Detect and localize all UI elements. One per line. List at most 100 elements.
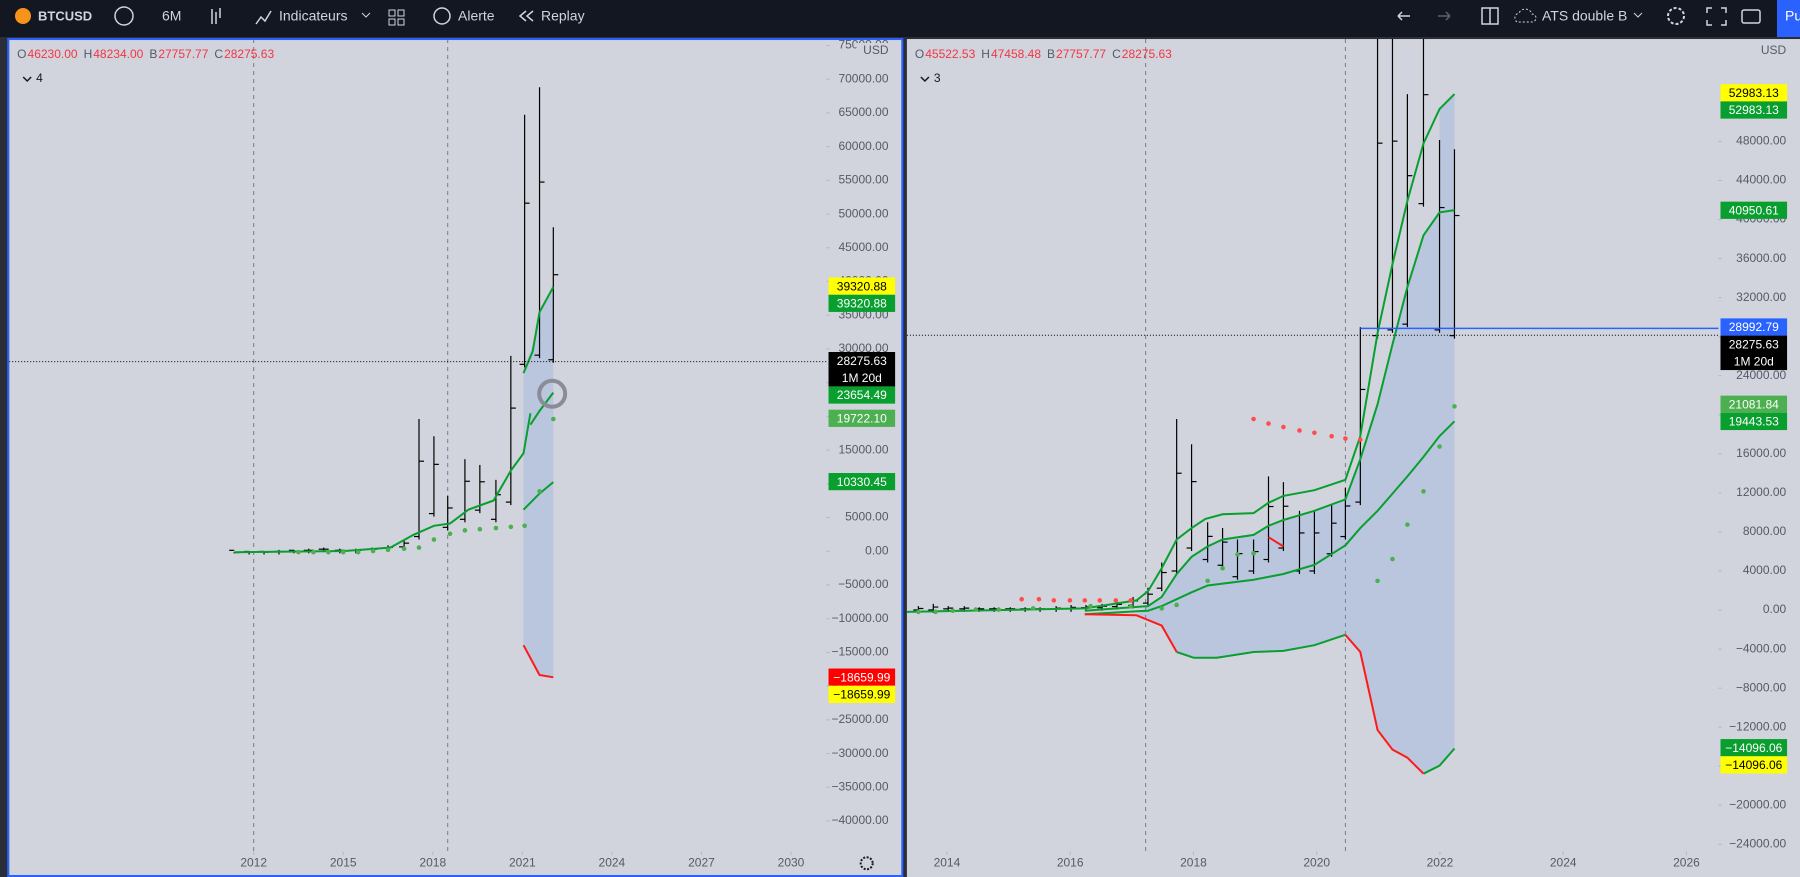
price-label: 40950.61: [1729, 203, 1779, 217]
ohlc-key: O: [915, 47, 924, 61]
alert[interactable]: Alerte: [458, 8, 495, 24]
collapse-toggle[interactable]: [920, 76, 930, 83]
x-tick-label: 2014: [934, 855, 961, 869]
redo[interactable]: [1438, 11, 1451, 21]
indicator-line: [529, 392, 555, 426]
ohlc-value: 48234.00: [93, 47, 143, 61]
price-label-box: [1720, 318, 1788, 336]
y-tick-label: −8000.00: [1736, 680, 1787, 694]
layout-name[interactable]: ATS double B: [1542, 8, 1627, 24]
indicators-icon[interactable]: [255, 10, 272, 25]
y-tick-label: −35000.00: [831, 779, 888, 793]
settings[interactable]: [1667, 7, 1685, 25]
indicator-dot-red: [1113, 598, 1119, 603]
symbol-icon: [15, 8, 31, 24]
price-label: 19722.10: [837, 411, 887, 425]
chart-pane: O 45522.53 H 47458.48 B 27757.77 C 28275.633480…: [906, 39, 1800, 877]
indicator-dot-red: [1297, 428, 1302, 433]
indicator-dot: [326, 549, 331, 555]
indicator-dot: [1235, 552, 1240, 557]
y-tick-label: 70000.00: [838, 71, 888, 85]
indicator-dot-red: [1051, 598, 1057, 603]
dropdown[interactable]: [361, 12, 371, 18]
indicator-dot-red: [1251, 416, 1256, 422]
y-tick-label: 65000.00: [838, 105, 888, 119]
ohlc-value: 28275.63: [1122, 47, 1172, 61]
price-label-box: [828, 668, 896, 686]
ohlc-key: C: [214, 47, 223, 61]
price-label: −18659.99: [833, 670, 890, 684]
alert-icon[interactable]: [433, 7, 451, 25]
cloud-icon: [1514, 8, 1537, 23]
templates-icon[interactable]: [388, 9, 405, 26]
y-tick-label: 4000.00: [1743, 563, 1787, 577]
indicator-dot-red: [1097, 598, 1103, 603]
fullscreen[interactable]: [1706, 7, 1727, 26]
y-tick-label: 15000.00: [838, 442, 888, 456]
indicator-line: [1176, 633, 1346, 659]
layout-dropdown[interactable]: [1633, 12, 1643, 18]
ohlc-key: B: [1047, 47, 1055, 61]
indicator-dot: [447, 531, 453, 537]
ohlc-key: C: [1112, 47, 1121, 61]
indicator-dot: [933, 609, 938, 615]
pane-background: [9, 39, 903, 877]
y-tick-label: 44000.00: [1736, 173, 1786, 187]
x-tick-label: 2015: [330, 855, 357, 869]
indicators[interactable]: Indicateurs: [279, 8, 347, 24]
y-tick-label: 0.00: [865, 543, 889, 557]
price-label-box: [1720, 412, 1788, 431]
ohlc-value: 28275.63: [224, 47, 274, 61]
collapse-toggle[interactable]: [22, 76, 32, 83]
y-tick-label: −30000.00: [831, 746, 888, 760]
price-label: 19443.53: [1729, 415, 1779, 429]
ohlc-key: O: [17, 47, 26, 61]
y-tick-label: 8000.00: [1743, 524, 1787, 538]
x-tick-label: 2022: [1427, 855, 1454, 869]
currency-bg: [1754, 43, 1789, 58]
add-symbol[interactable]: [114, 6, 134, 26]
snapshot[interactable]: [1741, 9, 1761, 24]
y-tick-label: 50000.00: [838, 206, 888, 220]
indicator-line-red: [522, 644, 554, 679]
indicator-line: [1084, 420, 1456, 616]
price-label-box: [828, 473, 896, 491]
indicator-dot-red: [1019, 596, 1024, 602]
price-label: 28992.79: [1729, 320, 1779, 334]
interval[interactable]: 6M: [162, 8, 181, 24]
indicator-dot: [416, 545, 422, 550]
x-tick-label: 2018: [1180, 855, 1207, 869]
undo[interactable]: [1397, 11, 1410, 21]
axis-settings[interactable]: [859, 856, 874, 871]
currency: USD: [863, 43, 889, 57]
price-label-box: [828, 685, 896, 703]
indicator-dot-red: [1343, 436, 1348, 441]
replay[interactable]: Replay: [541, 8, 585, 24]
replay-icon[interactable]: [518, 10, 534, 22]
chart-type-icon[interactable]: [211, 8, 221, 24]
ohlc-key: H: [84, 47, 93, 61]
publish[interactable]: Pu: [1785, 8, 1800, 24]
indicator-dot: [370, 548, 376, 554]
x-tick-label: 2021: [509, 855, 536, 869]
indicator-count: 3: [934, 71, 941, 85]
y-tick-label: 48000.00: [1736, 134, 1786, 148]
indicator-dot-red: [1358, 437, 1363, 442]
symbol[interactable]: BTCUSD: [38, 8, 92, 23]
price-label: 21081.84: [1729, 397, 1779, 411]
indicator-dot: [522, 523, 527, 529]
y-tick-label: 5000.00: [845, 510, 889, 524]
y-tick-label: −20000.00: [1729, 797, 1786, 811]
publish-button[interactable]: [1777, 0, 1800, 37]
y-tick-label: −4000.00: [1736, 641, 1787, 655]
indicator-dot: [916, 609, 921, 615]
x-tick-label: 2012: [240, 855, 267, 869]
indicator-dot-red: [1281, 424, 1286, 430]
indicator-dot: [1251, 551, 1256, 556]
indicator-dot: [385, 547, 391, 553]
x-tick-label: 2020: [1303, 855, 1330, 869]
band-fill: [1136, 94, 1455, 774]
indicator-dot: [355, 549, 361, 555]
x-tick-label: 2024: [599, 855, 626, 869]
ohlc-key: B: [149, 47, 157, 61]
